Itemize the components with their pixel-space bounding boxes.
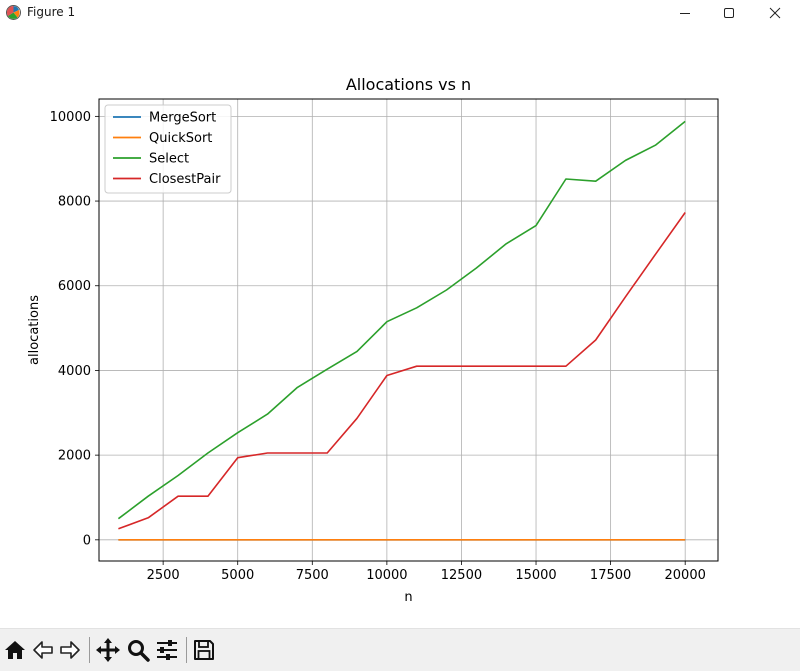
y-tick-label: 0	[83, 533, 91, 548]
figure-canvas[interactable]: 2500 5000 7500 10000 12500 15000 17500 20000 0 20…	[0, 26, 800, 628]
configure-subplots-button[interactable]	[153, 636, 181, 664]
x-axis-label: n	[404, 590, 412, 605]
x-tick-label: 17500	[590, 568, 631, 583]
line-chart: 2500 5000 7500 10000 12500 15000 17500 20000 0 20…	[27, 75, 719, 605]
minimize-button[interactable]	[662, 0, 708, 26]
y-tick-label: 6000	[58, 279, 91, 294]
y-tick-label: 8000	[58, 195, 91, 210]
x-tick-label: 12500	[441, 568, 482, 583]
y-tick-label: 2000	[58, 449, 91, 464]
sliders-icon	[157, 640, 177, 660]
x-tick-label: 20000	[665, 568, 706, 583]
zoom-button[interactable]	[124, 636, 152, 664]
toolbar-separator	[89, 637, 90, 663]
title-bar: Figure 1	[0, 0, 800, 27]
axes-frame	[98, 98, 719, 562]
forward-button[interactable]	[56, 636, 84, 664]
pan-icon	[96, 638, 120, 662]
navigation-toolbar	[0, 628, 800, 671]
back-button[interactable]	[29, 636, 57, 664]
zoom-icon	[128, 640, 150, 662]
y-tick-label: 4000	[58, 364, 91, 379]
toolbar-separator	[186, 637, 187, 663]
minimize-icon	[680, 13, 690, 14]
x-tick-label: 2500	[147, 568, 180, 583]
save-button[interactable]	[190, 636, 218, 664]
series-line-select	[117, 120, 686, 520]
y-tick-label: 10000	[50, 110, 91, 125]
chart-title: Allocations vs n	[346, 75, 471, 94]
x-tick-label: 10000	[366, 568, 407, 583]
home-button[interactable]	[1, 636, 29, 664]
close-icon	[769, 7, 781, 19]
legend-label: QuickSort	[149, 131, 212, 146]
back-arrow-icon	[33, 641, 53, 659]
series-line-closestpair	[118, 212, 686, 530]
save-icon	[194, 640, 214, 660]
legend-label: MergeSort	[149, 111, 216, 126]
legend-label: ClosestPair	[149, 172, 221, 187]
x-tick-label: 5000	[221, 568, 254, 583]
maximize-icon	[724, 8, 734, 18]
legend-label: Select	[149, 152, 189, 167]
legend: MergeSort QuickSort Select ClosestPair	[104, 104, 232, 194]
ticks: 2500 5000 7500 10000 12500 15000 17500 20000 0 20…	[50, 110, 706, 583]
window-title: Figure 1	[27, 5, 76, 19]
series-lines	[117, 120, 686, 541]
matplotlib-icon	[6, 5, 21, 20]
y-axis-label: allocations	[27, 295, 42, 365]
home-icon	[5, 641, 25, 659]
maximize-button[interactable]	[706, 0, 752, 26]
close-button[interactable]	[752, 0, 798, 26]
x-tick-label: 15000	[515, 568, 556, 583]
forward-arrow-icon	[60, 641, 80, 659]
x-tick-label: 7500	[296, 568, 329, 583]
pan-button[interactable]	[94, 636, 122, 664]
legend-box	[104, 104, 232, 194]
